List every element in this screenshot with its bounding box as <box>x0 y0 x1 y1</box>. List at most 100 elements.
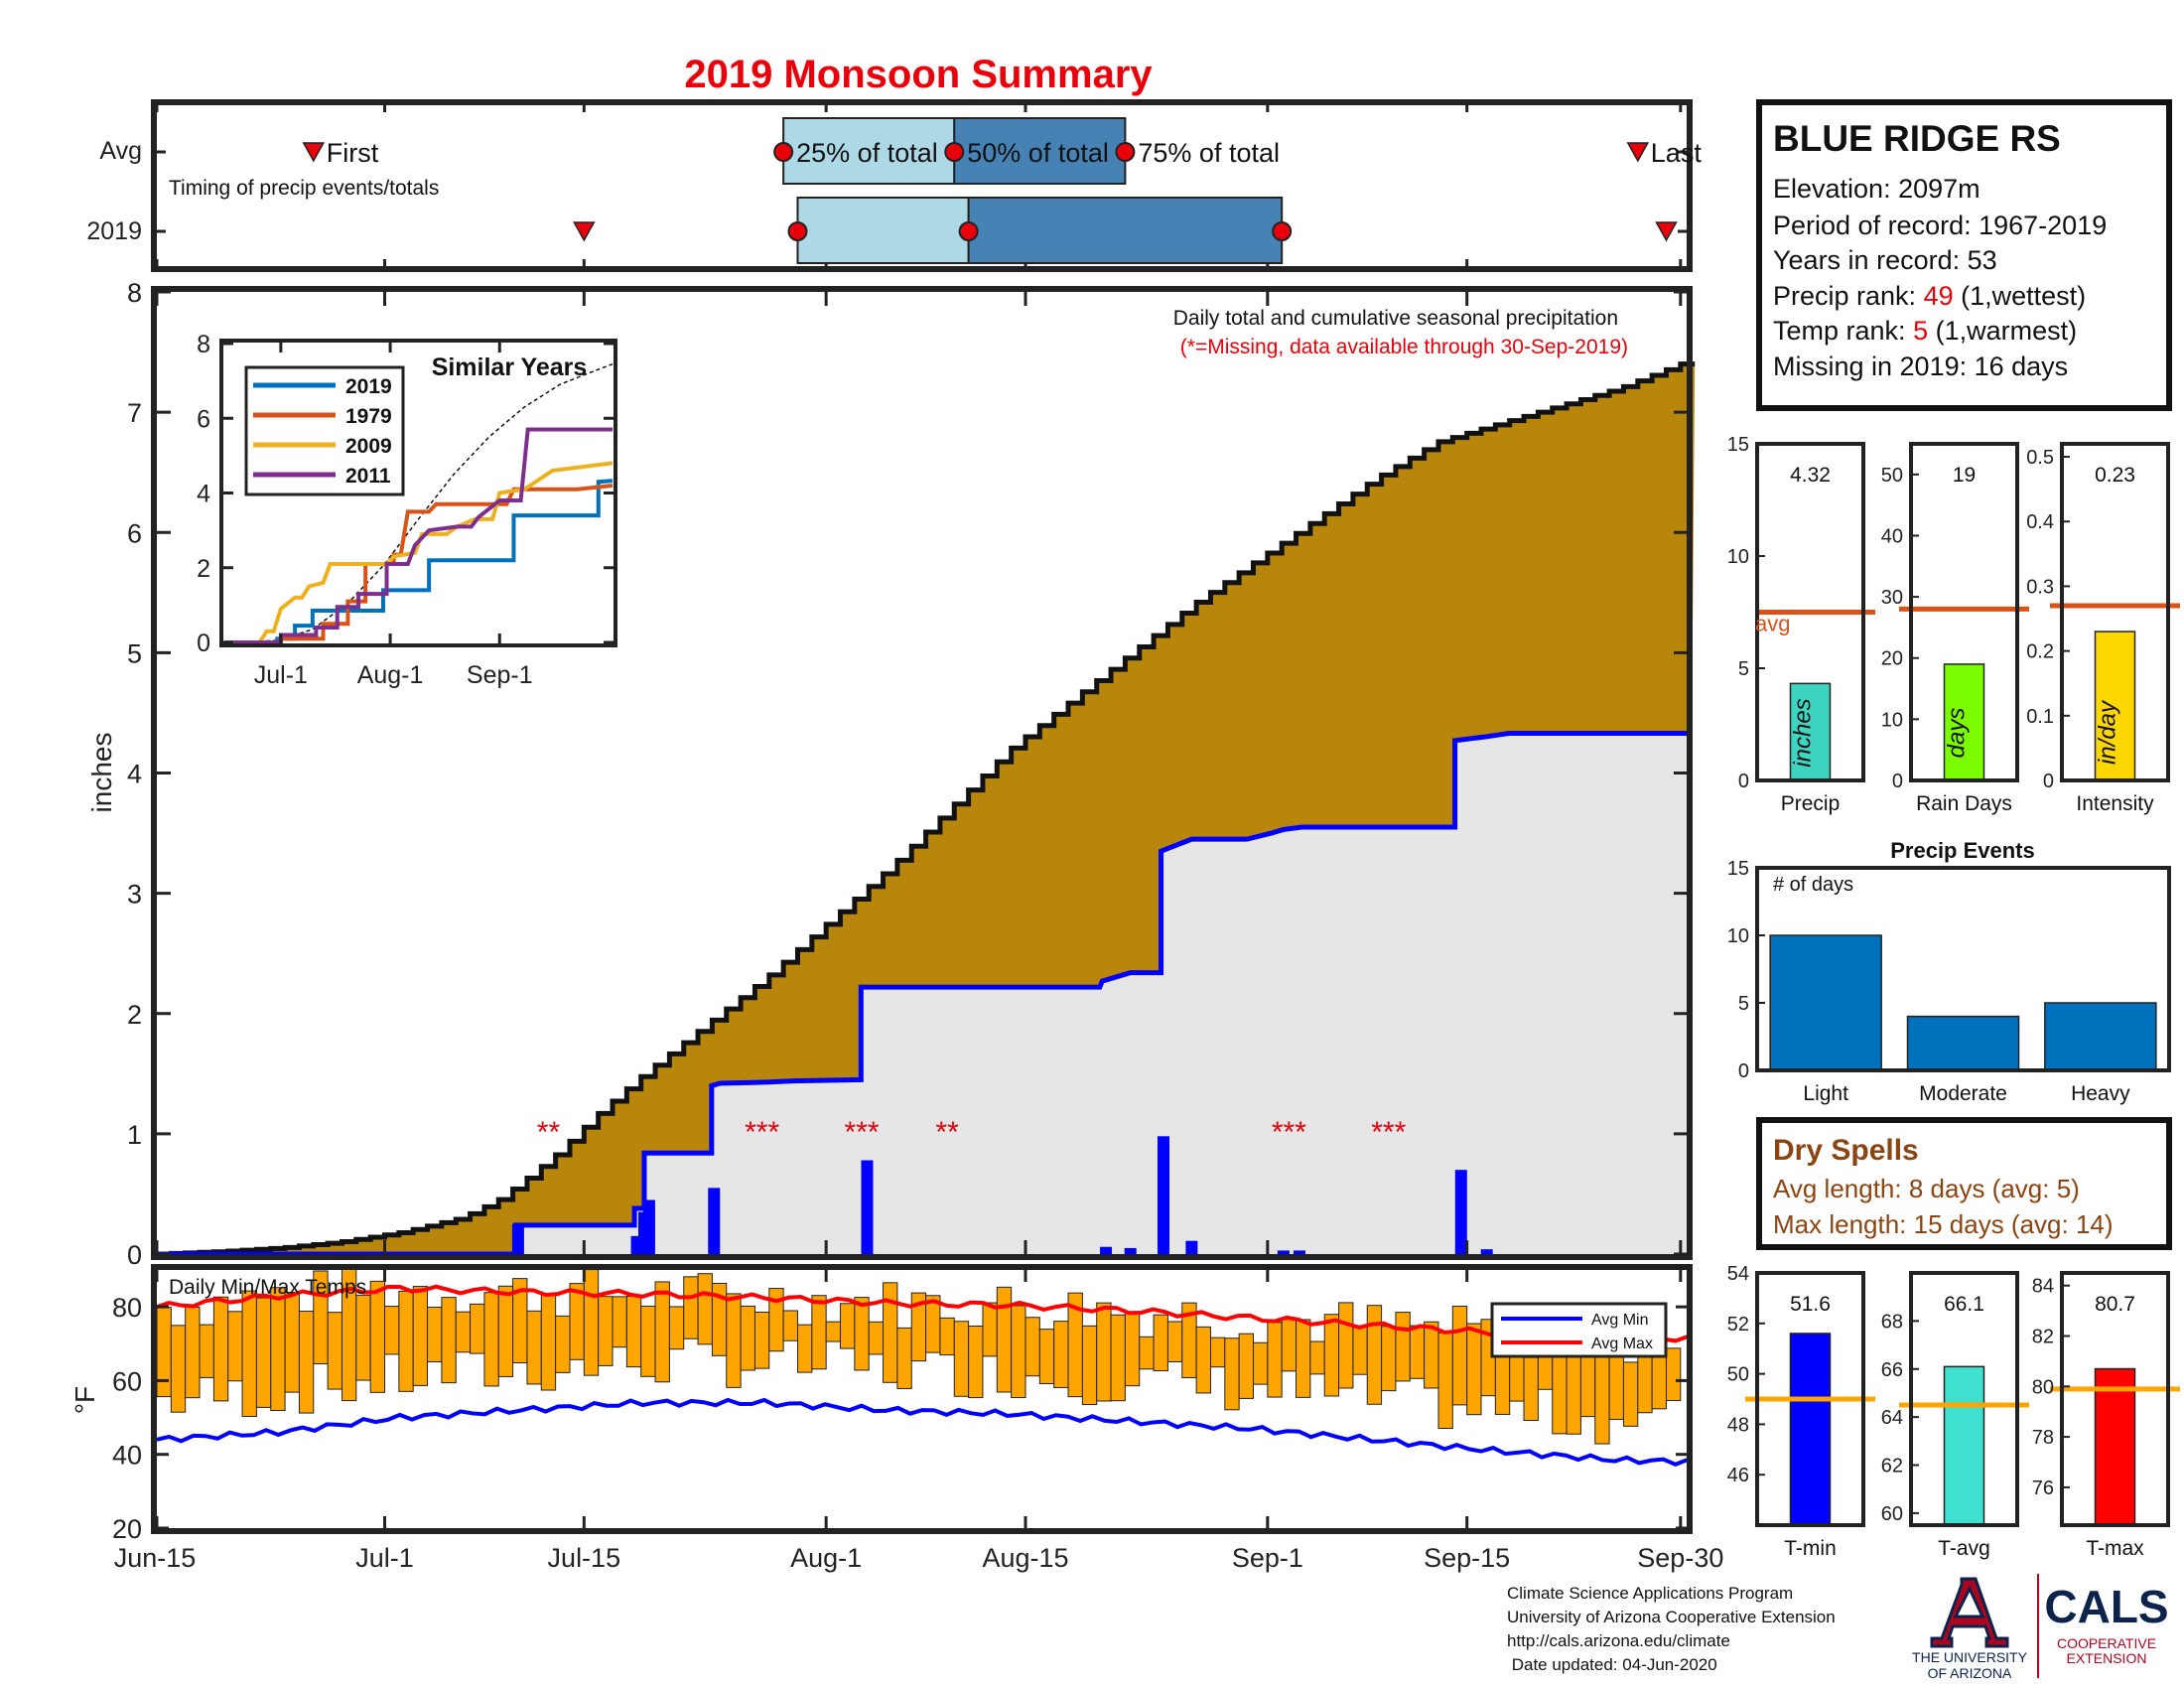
daily-temp-bar <box>697 1273 713 1345</box>
panel-ytick-label: 0 <box>1738 771 1749 792</box>
dry-spells-max: Max length: 15 days (avg: 14) <box>1773 1209 2114 1239</box>
main-ytick-label: 1 <box>127 1120 142 1150</box>
daily-temp-bar <box>1579 1351 1596 1418</box>
panel-precip: 0 5 10 15 4.32 Precip inches avg <box>1727 434 1875 815</box>
daily-temp-bar <box>883 1282 898 1383</box>
footer-line-2: University of Arizona Cooperative Extens… <box>1507 1608 1836 1626</box>
daily-temp-bar <box>683 1276 699 1339</box>
daily-temp-bar <box>654 1281 670 1383</box>
daily-temp-bar <box>455 1311 472 1353</box>
timing-label-first: First <box>327 138 379 168</box>
daily-temp-bar <box>1110 1314 1126 1402</box>
panel-ytick-label: 20 <box>1881 648 1903 670</box>
xtick-label: Sep-1 <box>1232 1543 1303 1573</box>
panel-t-avg: 60 62 64 66 68 66.1 T-avg <box>1881 1271 2029 1560</box>
timing-box-q2 <box>967 197 1284 264</box>
missing-marker: ** <box>537 1116 561 1149</box>
events-frame <box>1755 866 2171 1072</box>
temp-plot-area <box>156 1267 1689 1467</box>
timing-marker-triangle <box>573 221 596 242</box>
station-name: BLUE RIDGE RS <box>1773 118 2061 159</box>
main-ytick-label: 2 <box>127 1000 142 1030</box>
station-frame <box>1756 99 2172 411</box>
panel-ytick-label: 46 <box>1727 1465 1749 1486</box>
station-missing: Missing in 2019: 16 days <box>1773 352 2068 381</box>
daily-temp-bar <box>327 1312 342 1390</box>
precip-rank-value: 49 <box>1924 281 1954 311</box>
panel-ytick-label: 64 <box>1881 1407 1903 1429</box>
daily-temp-bar <box>1366 1305 1383 1405</box>
inset-plot-area: 0 2 4 6 8 Jul-1 Aug-1 Sep-1 <box>197 331 615 689</box>
daily-temp-bar <box>255 1297 272 1408</box>
inset-xtick-label: Sep-1 <box>467 661 533 689</box>
daily-temp-bar <box>782 1310 798 1341</box>
daily-temp-bar <box>441 1297 457 1384</box>
daily-temp-bar <box>896 1327 912 1389</box>
events-bar <box>1769 934 1882 1071</box>
daily-temp-bar <box>384 1306 400 1355</box>
daily-temp-bar <box>1238 1333 1255 1399</box>
main-plot-area: ** *** *** ** *** *** <box>157 361 1696 1257</box>
cumulative-2019-line <box>157 731 1688 1257</box>
xtick-label: Aug-15 <box>982 1543 1068 1573</box>
daily-temp-bar <box>412 1286 429 1386</box>
temp-legend-max-label: Avg Max <box>1591 1336 1653 1352</box>
daily-temp-bar <box>1053 1321 1069 1388</box>
events-ytick-label: 5 <box>1738 993 1749 1015</box>
daily-temp-bar <box>1081 1325 1098 1406</box>
ua-logo: THE UNIVERSITY OF ARIZONA <box>1912 1577 2028 1681</box>
temp-legend: Avg Min Avg Max <box>1490 1302 1668 1358</box>
panel-ytick-label: 54 <box>1727 1263 1749 1285</box>
events-ytick-label: 15 <box>1727 858 1749 880</box>
dry-spells-frame <box>1756 1117 2172 1250</box>
panel-ytick-label: 10 <box>1727 546 1749 568</box>
daily-temp-bar <box>726 1293 742 1388</box>
daily-temp-bar <box>640 1305 656 1377</box>
panel-name: T-max <box>2086 1537 2144 1560</box>
panel-value: 4.32 <box>1790 464 1831 487</box>
missing-marker: *** <box>745 1116 779 1149</box>
avg-min-line <box>156 1397 1689 1467</box>
daily-temp-bar <box>753 1311 770 1369</box>
daily-temp-bar <box>1466 1323 1482 1416</box>
timing-marks: First 25% of total 50% of total 75% of tota… <box>154 102 1702 269</box>
events-ylabel: # of days <box>1773 874 1853 896</box>
footer-line-4: Date updated: 04-Jun-2020 <box>1507 1655 1717 1674</box>
panel-bar <box>1789 1333 1832 1526</box>
daily-temp-bar <box>854 1297 870 1371</box>
inset-ytick-label: 4 <box>197 481 210 508</box>
panel-frame <box>1909 1271 2019 1527</box>
inset-ytick-label: 2 <box>197 555 210 583</box>
precip-bar-panels: 0 5 10 15 4.32 Precip inches avg 0 10 20 30 40 50 19 Ra… <box>1727 434 2180 815</box>
panel-ytick-label: 0 <box>2043 771 2054 792</box>
panel-ytick-label: 0.2 <box>2026 641 2054 663</box>
daily-temp-bar <box>1651 1351 1667 1410</box>
timing-marker-triangle <box>1626 142 1650 163</box>
events-ytick-label: 10 <box>1727 925 1749 947</box>
daily-temp-bar <box>1038 1329 1055 1384</box>
station-years: Years in record: 53 <box>1773 245 1997 275</box>
daily-precip-bar <box>1124 1247 1137 1254</box>
main-ytick-label: 0 <box>127 1240 142 1270</box>
daily-temp-bar <box>796 1324 813 1373</box>
dry-spells-title: Dry Spells <box>1773 1134 1919 1167</box>
daily-precip-bar <box>1277 1250 1290 1254</box>
daily-temp-bar <box>811 1295 827 1370</box>
events-plot-area: Light Moderate Heavy 0 5 10 15 <box>1727 858 2157 1105</box>
panel-frame <box>1909 442 2019 782</box>
timing-row-2019-label: 2019 <box>86 217 142 245</box>
avg-cumulative-step-line <box>157 361 1696 1257</box>
temp-rank-prefix: Temp rank: <box>1773 316 1913 346</box>
cals-logo-text: CALS <box>2044 1581 2168 1632</box>
cumulative-2019-area <box>157 733 1688 1254</box>
main-annotation-missing: (*=Missing, data available through 30-Se… <box>1180 336 1628 358</box>
main-annotation-title: Daily total and cumulative seasonal prec… <box>1173 307 1618 330</box>
temps-chart: Daily Min/Max Temps °F 20 40 60 80 Jun-15 Jul… <box>69 1264 1723 1573</box>
temp-axes: 20 40 60 80 Jun-15 Jul-1 Jul-15 Aug-1 Aug-15 Sep-… <box>112 1270 1723 1573</box>
panel-ytick-label: 0.1 <box>2026 706 2054 728</box>
daily-temp-bar <box>185 1306 201 1399</box>
daily-temp-bar <box>1594 1346 1610 1445</box>
daily-temp-bar <box>241 1290 257 1418</box>
temp-frame <box>151 1264 1693 1534</box>
xtick-label: Sep-15 <box>1424 1543 1510 1573</box>
